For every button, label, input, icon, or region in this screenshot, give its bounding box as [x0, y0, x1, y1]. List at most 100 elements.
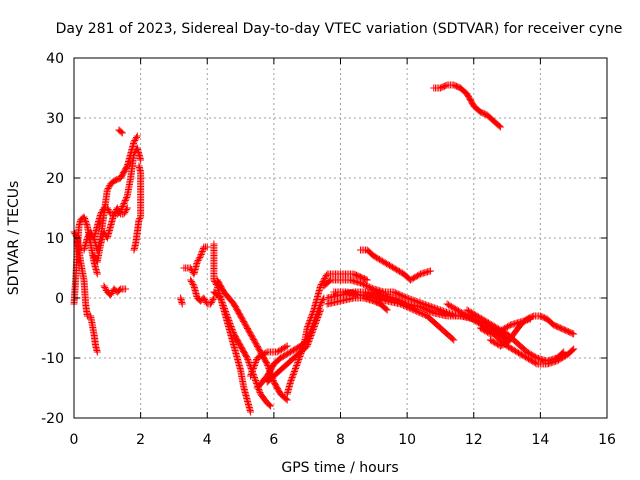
- data-point: [406, 276, 414, 284]
- data-point: [396, 300, 404, 308]
- data-point: [308, 330, 316, 338]
- data-point: [247, 372, 255, 380]
- data-point: [430, 304, 438, 312]
- data-point: [258, 351, 266, 359]
- data-point: [463, 306, 471, 314]
- series-arc-h: [115, 126, 126, 137]
- data-point: [103, 186, 111, 194]
- data-point: [297, 350, 305, 357]
- data-point: [287, 378, 295, 386]
- data-point: [210, 294, 218, 302]
- data-point: [305, 320, 313, 327]
- data-point: [221, 306, 229, 314]
- data-point: [198, 248, 206, 255]
- data-point: [299, 344, 307, 351]
- data-point: [279, 352, 287, 360]
- data-point: [307, 332, 315, 339]
- data-point: [193, 258, 201, 266]
- data-point: [513, 348, 521, 356]
- data-point: [288, 347, 296, 355]
- data-point: [122, 207, 130, 215]
- data-point: [223, 312, 231, 320]
- data-point: [383, 260, 391, 268]
- data-point: [248, 369, 256, 377]
- data-point: [289, 372, 297, 380]
- data-point: [388, 263, 396, 271]
- data-point: [413, 307, 421, 315]
- data-point: [428, 308, 436, 316]
- series-arc-ab: [476, 315, 534, 338]
- data-point: [416, 303, 424, 311]
- data-point: [522, 353, 530, 361]
- data-point: [485, 319, 493, 327]
- data-point: [251, 360, 259, 368]
- data-point: [376, 255, 384, 263]
- data-point: [279, 345, 287, 353]
- data-point: [260, 350, 268, 358]
- data-point: [514, 349, 522, 357]
- data-point: [526, 350, 534, 358]
- data-point: [100, 282, 108, 290]
- data-point: [489, 338, 497, 346]
- data-point: [516, 350, 524, 358]
- data-point: [114, 206, 122, 213]
- data-point: [251, 375, 259, 383]
- data-point: [105, 183, 113, 191]
- data-point: [247, 408, 255, 416]
- data-point: [467, 309, 475, 317]
- data-point: [306, 317, 314, 324]
- y-tick-label: 30: [46, 111, 64, 127]
- data-point: [229, 327, 237, 335]
- data-point: [470, 316, 478, 324]
- data-point: [303, 324, 311, 332]
- series-arc-n: [213, 276, 291, 404]
- data-point: [80, 213, 88, 221]
- data-point: [219, 300, 227, 308]
- data-point: [524, 349, 532, 357]
- data-point: [187, 278, 195, 285]
- data-point: [308, 312, 316, 320]
- series-arc-x: [430, 81, 504, 131]
- data-point: [311, 321, 319, 329]
- data-point: [359, 280, 367, 288]
- series-arc-g: [130, 162, 145, 254]
- x-axis-label: GPS time / hours: [281, 460, 398, 476]
- data-point: [252, 359, 260, 366]
- data-point: [82, 218, 90, 225]
- data-point: [436, 306, 444, 314]
- data-point: [97, 209, 105, 216]
- data-point: [115, 207, 123, 215]
- data-point: [207, 299, 215, 306]
- data-point: [284, 350, 292, 358]
- data-point: [297, 351, 305, 359]
- data-point: [281, 351, 289, 359]
- data-point: [368, 284, 376, 292]
- data-point: [305, 318, 313, 326]
- data-point: [72, 231, 80, 239]
- data-point: [104, 185, 112, 192]
- data-point: [486, 336, 494, 344]
- data-point: [101, 284, 109, 291]
- data-point: [119, 201, 127, 209]
- data-point: [420, 311, 428, 319]
- y-tick-label: -10: [41, 351, 64, 367]
- data-point: [393, 289, 401, 297]
- data-point: [492, 339, 500, 347]
- data-point: [391, 295, 399, 303]
- data-point: [298, 348, 306, 356]
- data-point: [198, 249, 206, 257]
- data-point: [362, 275, 370, 283]
- data-point: [402, 293, 410, 301]
- data-point: [314, 314, 322, 321]
- data-point: [280, 344, 288, 352]
- data-point: [322, 273, 330, 281]
- data-point: [499, 325, 507, 333]
- data-point: [310, 323, 318, 330]
- data-point: [433, 305, 441, 313]
- data-point: [188, 279, 196, 287]
- data-point: [249, 365, 257, 372]
- data-point: [421, 305, 429, 313]
- data-point: [130, 138, 138, 146]
- data-point: [473, 312, 481, 320]
- data-point: [496, 327, 504, 335]
